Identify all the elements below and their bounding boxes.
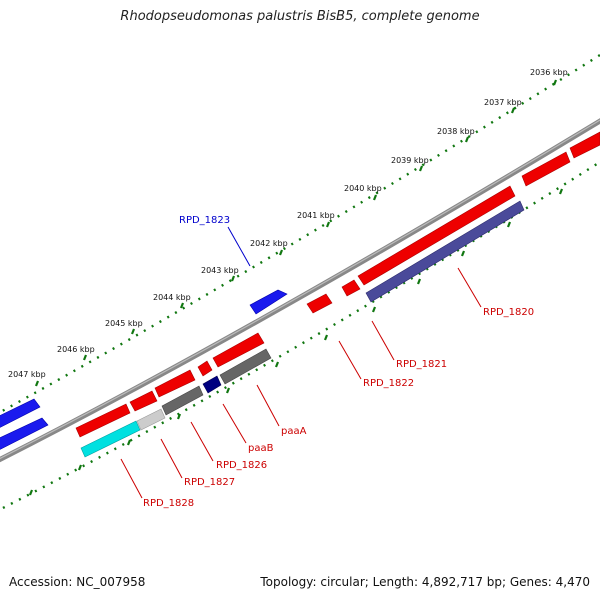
- kbp-labels: 2036 kbp 2037 kbp 2038 kbp 2039 kbp 2040…: [8, 68, 568, 379]
- gene-rpd1823[interactable]: [249, 289, 288, 315]
- kbp-label: 2038 kbp: [437, 127, 475, 136]
- gene-right-red[interactable]: [521, 151, 571, 187]
- genome-stats-text: Topology: circular; Length: 4,892,717 bp…: [260, 575, 590, 589]
- gene-paaA[interactable]: [219, 348, 272, 385]
- gene-label-rpd1828: RPD_1828: [143, 498, 194, 509]
- kbp-label: 2043 kbp: [201, 266, 239, 275]
- kbp-label: 2047 kbp: [8, 370, 46, 379]
- gene-rpd1820[interactable]: [365, 200, 525, 303]
- gene-rpd1826[interactable]: [161, 385, 204, 416]
- gene-rpd1827[interactable]: [136, 408, 166, 431]
- kbp-label: 2039 kbp: [391, 156, 429, 165]
- inner-major-ticks: [28, 188, 564, 496]
- gene-rpd1821[interactable]: [341, 279, 361, 297]
- gene-rpd1828[interactable]: [80, 420, 141, 458]
- gene-left-blue-upper[interactable]: [0, 398, 41, 430]
- kbp-label: 2042 kbp: [250, 239, 288, 248]
- kbp-label: 2046 kbp: [57, 345, 95, 354]
- kbp-label: 2040 kbp: [344, 184, 382, 193]
- gene-label-rpd1820: RPD_1820: [483, 307, 534, 318]
- forward-genes: [0, 289, 288, 452]
- map-title: Rhodopseudomonas palustris BisB5, comple…: [120, 9, 480, 24]
- gene-rpd1820-red[interactable]: [357, 185, 516, 286]
- outer-major-ticks: [34, 79, 558, 387]
- gene-left-blue-lower[interactable]: [0, 417, 49, 452]
- kbp-label: 2036 kbp: [530, 68, 568, 77]
- accession-text: Accession: NC_007958: [9, 575, 146, 589]
- gene-small-red[interactable]: [197, 360, 213, 377]
- kbp-label: 2044 kbp: [153, 293, 191, 302]
- reverse-genes: [75, 131, 600, 458]
- kbp-label: 2037 kbp: [484, 98, 522, 107]
- kbp-label: 2045 kbp: [105, 319, 143, 328]
- outer-scale-ring: [0, 53, 600, 414]
- gene-rpd1822[interactable]: [306, 293, 333, 314]
- gene-label-rpd1822: RPD_1822: [363, 378, 414, 389]
- gene-label-rpd1823: RPD_1823: [179, 215, 230, 226]
- gene-label-rpd1827: RPD_1827: [184, 477, 235, 488]
- gene-rpd1828-red[interactable]: [75, 403, 131, 438]
- gene-rpd1826-red[interactable]: [154, 369, 196, 398]
- gene-label-paaA: paaA: [281, 426, 307, 437]
- gene-label-rpd1826: RPD_1826: [216, 460, 267, 471]
- gene-paaB[interactable]: [202, 375, 222, 394]
- gene-paaA-red[interactable]: [212, 332, 265, 368]
- kbp-label: 2041 kbp: [297, 211, 335, 220]
- gene-right-red-far[interactable]: [569, 131, 600, 159]
- label-leader-lines: [120, 226, 482, 499]
- gene-label-rpd1821: RPD_1821: [396, 359, 447, 370]
- gene-labels: RPD_1823 RPD_1820 RPD_1821 RPD_1822 paaA…: [143, 215, 534, 509]
- genome-backbone: [0, 118, 600, 463]
- gene-label-paaB: paaB: [248, 443, 274, 454]
- gene-rpd1827-red[interactable]: [129, 390, 158, 412]
